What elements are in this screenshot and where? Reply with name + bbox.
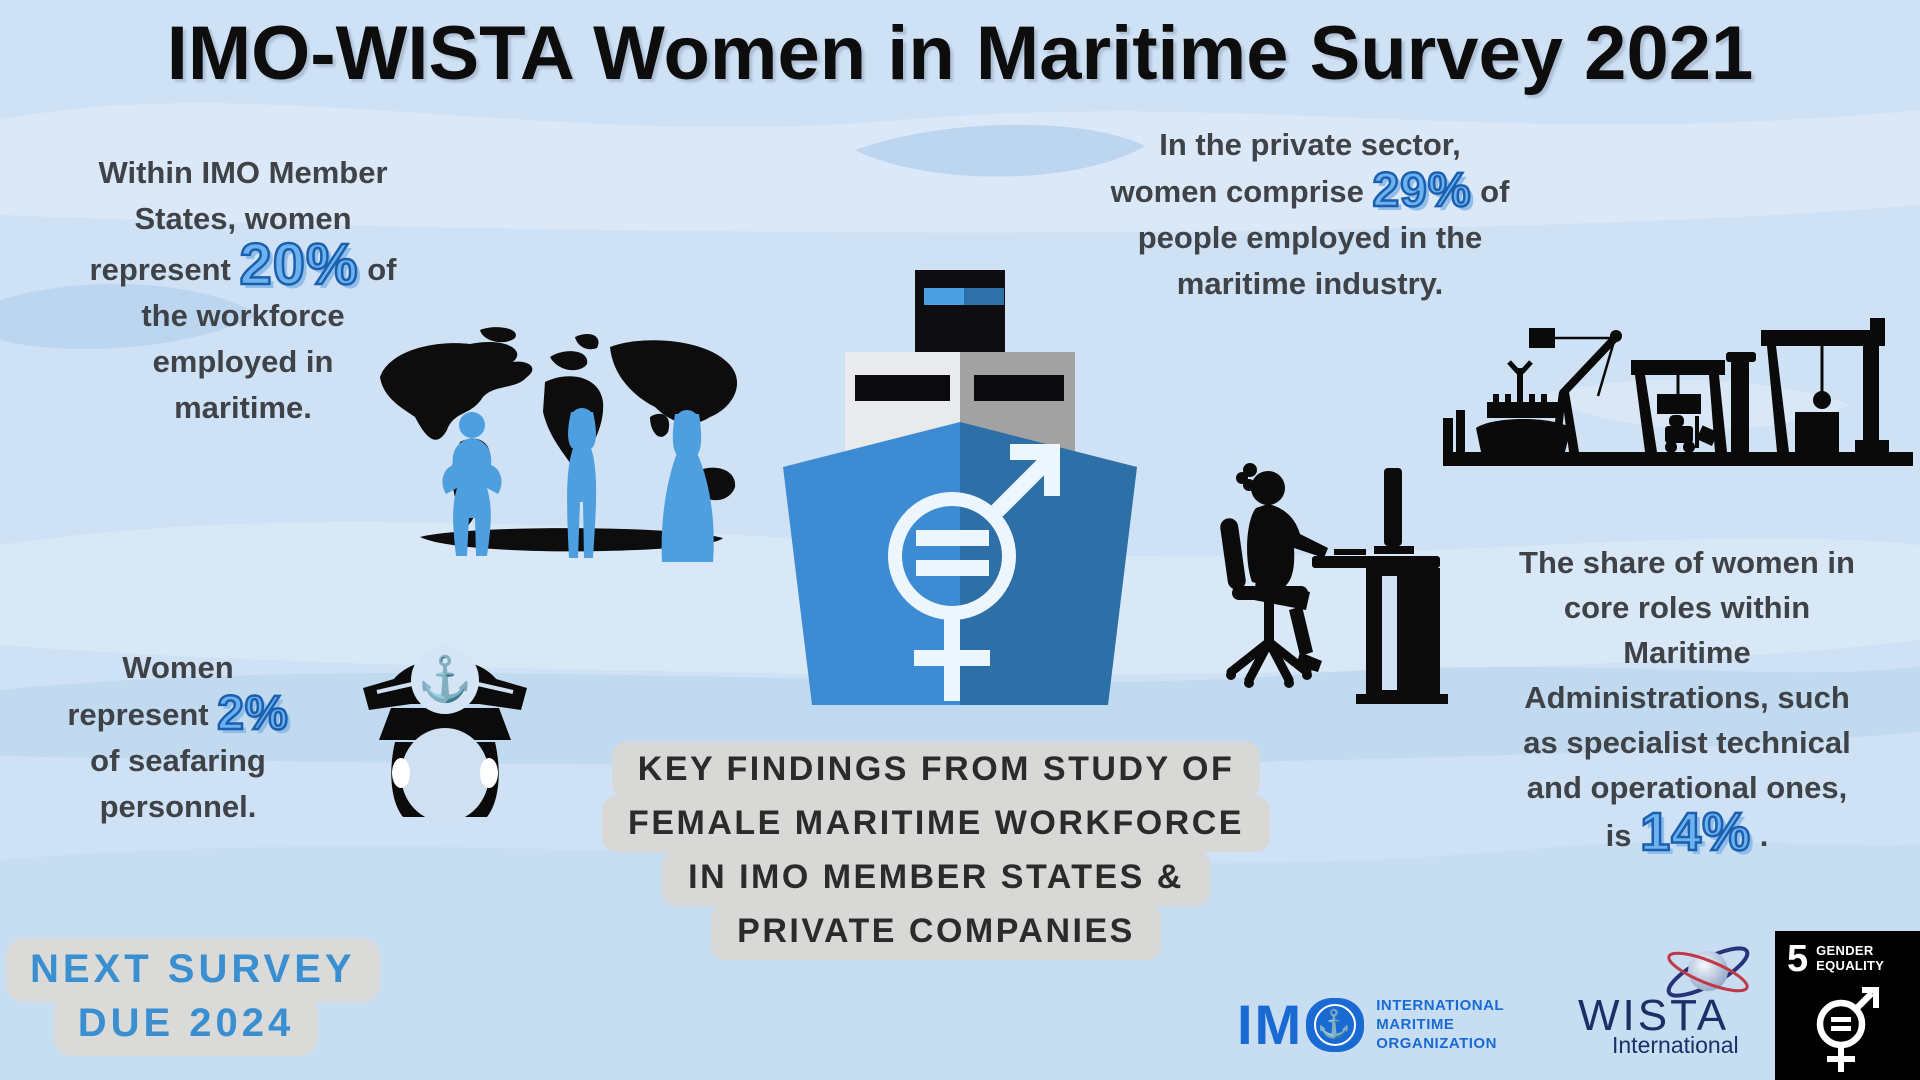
stat-value-20: 20% <box>238 232 359 297</box>
stat-line: Administrations, such <box>1524 680 1850 715</box>
next-survey-row: DUE 2024 <box>6 992 366 1056</box>
imo-name-line: MARITIME <box>1376 1016 1455 1033</box>
stat-text: of <box>367 252 397 287</box>
key-findings-line: IN IMO MEMBER STATES & <box>662 850 1210 906</box>
wista-logo: WISTA International <box>1578 938 1778 1058</box>
woman-at-desk-graphic <box>1220 463 1448 704</box>
stat-line: Maritime <box>1623 635 1751 670</box>
stat-private-sector: In the private sector, women comprise 29… <box>1050 122 1570 307</box>
key-findings-line: FEMALE MARITIME WORKFORCE <box>602 796 1270 852</box>
imo-name-lines: INTERNATIONAL MARITIME ORGANIZATION <box>1376 996 1504 1053</box>
stat-text: is <box>1605 818 1632 853</box>
stat-line: The share of women in <box>1519 545 1855 580</box>
key-findings-box: KEY FINDINGS FROM STUDY OF FEMALE MARITI… <box>556 742 1316 960</box>
stat-member-states: Within IMO Member States, women represen… <box>28 150 458 431</box>
next-survey-note: NEXT SURVEY DUE 2024 <box>6 938 380 1056</box>
stat-line: In the private sector, <box>1159 127 1461 162</box>
imo-wordmark: IM ⚓ <box>1237 992 1365 1056</box>
stat-value-14: 14% <box>1639 802 1752 862</box>
sdg5-label-line: GENDER <box>1816 943 1874 958</box>
stat-line: and operational ones, <box>1526 770 1848 805</box>
anchor-icon: ⚓ <box>1317 1008 1354 1039</box>
sdg5-label-line: EQUALITY <box>1816 958 1885 973</box>
imo-name-line: INTERNATIONAL <box>1376 997 1505 1014</box>
stat-line: women comprise 29% of <box>1050 165 1570 216</box>
key-findings-line: KEY FINDINGS FROM STUDY OF <box>611 742 1261 798</box>
captain-hat-icon: ⚓ <box>363 646 527 822</box>
sdg5-label: GENDER EQUALITY <box>1816 943 1884 973</box>
page-title: IMO-WISTA Women in Maritime Survey 2021 <box>166 11 1754 96</box>
stat-line: people employed in the <box>1137 220 1483 255</box>
stat-line: maritime industry. <box>1176 266 1444 301</box>
stat-line: as specialist technical <box>1523 725 1851 760</box>
stat-line: the workforce <box>141 298 345 333</box>
orbit-globe-icon <box>1666 946 1750 998</box>
laurel-ring-icon <box>1314 1003 1357 1046</box>
stat-text: women comprise <box>1110 174 1364 209</box>
key-findings-row: IN IMO MEMBER STATES & <box>556 850 1316 906</box>
shipyard-cranes-graphic <box>1443 318 1913 466</box>
next-survey-line: DUE 2024 <box>53 992 319 1056</box>
stat-line: States, women <box>134 201 352 236</box>
stat-line: of seafaring <box>90 743 266 778</box>
stat-line: Women <box>122 650 234 685</box>
stat-text: represent <box>89 252 231 287</box>
stat-line: core roles within <box>1563 590 1811 625</box>
stat-line: Within IMO Member <box>98 155 388 190</box>
stat-text: of <box>1480 174 1510 209</box>
key-findings-row: KEY FINDINGS FROM STUDY OF <box>556 742 1316 798</box>
next-survey-row: NEXT SURVEY <box>6 938 380 1002</box>
stat-value-2: 2% <box>216 687 289 740</box>
stat-line: is 14% . <box>1452 804 1920 861</box>
wista-wordmark: WISTA <box>1578 991 1730 1040</box>
imo-name-line: ORGANIZATION <box>1376 1035 1497 1052</box>
stat-text: represent <box>67 697 209 732</box>
imo-logo: IM ⚓ INTERNATIONAL MARITIME ORGANIZATION <box>1237 996 1504 1053</box>
stat-line: employed in <box>152 344 334 379</box>
stat-core-roles: The share of women in core roles within … <box>1452 540 1920 861</box>
sdg5-badge: 5 GENDER EQUALITY <box>1775 931 1920 1080</box>
world-map-women-graphic <box>380 327 738 562</box>
stat-value-29: 29% <box>1371 164 1472 217</box>
stat-seafaring: Women represent 2% of seafaring personne… <box>18 645 338 830</box>
key-findings-row: PRIVATE COMPANIES <box>556 904 1316 960</box>
stat-text: . <box>1759 818 1769 853</box>
stat-line: personnel. <box>99 789 257 824</box>
sdg5-header: 5 GENDER EQUALITY <box>1775 931 1920 978</box>
next-survey-line: NEXT SURVEY <box>6 938 380 1002</box>
stat-line: represent 2% <box>18 688 338 739</box>
wista-subtitle: International <box>1612 1032 1739 1058</box>
imo-letters: IM <box>1237 992 1304 1056</box>
anchor-icon: ⚓ <box>418 654 473 704</box>
key-findings-line: PRIVATE COMPANIES <box>711 904 1161 960</box>
imo-emblem-icon: ⚓ <box>1306 997 1365 1052</box>
stat-line: represent 20% of <box>28 234 458 295</box>
key-findings-row: FEMALE MARITIME WORKFORCE <box>556 796 1316 852</box>
sdg5-number: 5 <box>1787 938 1809 980</box>
gender-equality-icon <box>1816 987 1879 1072</box>
women-silhouettes-graphic <box>442 408 714 562</box>
cargo-ship-graphic <box>783 270 1137 705</box>
stat-line: maritime. <box>174 390 312 425</box>
gender-equality-icon <box>888 444 1060 701</box>
